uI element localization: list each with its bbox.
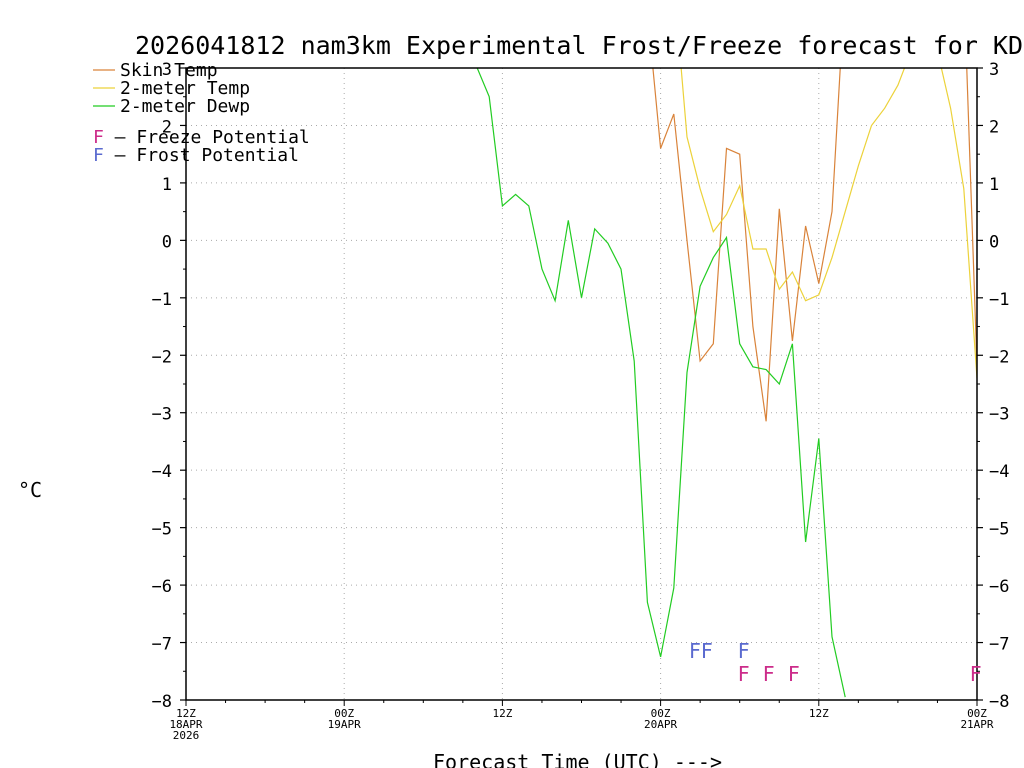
freeze-flag: F	[738, 662, 750, 686]
x-tick-label: 19APR	[328, 718, 361, 731]
legend-note: F – Freeze Potential	[93, 127, 310, 148]
plot-area	[476, 68, 977, 698]
plot-frame	[185, 67, 978, 701]
x-axis-label: Forecast Time (UTC) --->	[433, 750, 722, 768]
y-tick-label-left: 2	[162, 117, 172, 137]
frost-flag: F	[689, 639, 701, 663]
x-tick-label: 00Z	[334, 707, 354, 720]
y-tick-label-right: −5	[989, 520, 1009, 540]
y-tick-label-right: −8	[989, 692, 1009, 712]
y-tick-label-left: −8	[152, 692, 172, 712]
y-tick-label-left: 1	[162, 175, 172, 195]
y-tick-label-left: −6	[152, 577, 172, 597]
y-tick-label-left: 0	[162, 232, 172, 252]
frost-flag: F	[701, 639, 713, 663]
freeze-flag: F	[788, 662, 800, 686]
series-line-3	[476, 68, 846, 698]
y-tick-label-left: −1	[152, 290, 172, 310]
x-tick-label: 20APR	[644, 718, 677, 731]
x-tick-label: 2026	[173, 729, 200, 742]
series-line-0	[652, 68, 841, 422]
y-tick-label-left: −3	[152, 405, 172, 425]
x-tick-label: 00Z	[967, 707, 987, 720]
y-tick-label-right: 1	[989, 175, 999, 195]
x-tick-label: 18APR	[169, 718, 202, 731]
frost-freeze-flags: F F FF F F F	[689, 639, 982, 686]
y-tick-label-right: 0	[989, 232, 999, 252]
legend-label: Skin Temp	[120, 60, 218, 81]
series-line-1	[966, 68, 977, 367]
y-tick-label-left: −2	[152, 347, 172, 367]
y-tick-label-right: −3	[989, 405, 1009, 425]
y-tick-label-right: 3	[989, 60, 999, 80]
frost-flag: F	[738, 639, 750, 663]
freeze-flag: F	[970, 662, 982, 686]
y-tick-label-left: −5	[152, 520, 172, 540]
y-tick-label-right: 2	[989, 117, 999, 137]
chart-title: 2026041812 nam3km Experimental Frost/Fre…	[135, 31, 1024, 60]
x-tick-label: 12Z	[809, 707, 829, 720]
x-tick-label: 12Z	[176, 707, 196, 720]
legend-label: 2-meter Temp	[120, 78, 250, 99]
legend-note: F – Frost Potential	[93, 145, 299, 166]
grid	[186, 68, 977, 700]
y-tick-label-right: −6	[989, 577, 1009, 597]
y-tick-label-right: −7	[989, 635, 1009, 655]
axes: −8 −8 −7 −7 −6 −6 −5 −5 −4 −4 −3 −3 −2 −2 −1 −1 0 0 1 1 2 2 3 3…	[152, 60, 1010, 742]
y-tick-label-right: −2	[989, 347, 1009, 367]
x-tick-label: 21APR	[960, 718, 993, 731]
legend-label: 2-meter Dewp	[120, 96, 250, 117]
freeze-flag: F	[763, 662, 775, 686]
y-tick-label-left: 3	[162, 60, 172, 80]
y-tick-label-left: −4	[152, 462, 172, 482]
x-tick-label: 00Z	[651, 707, 671, 720]
y-axis-label: °C	[18, 478, 42, 502]
y-tick-label-right: −4	[989, 462, 1009, 482]
y-tick-label-left: −7	[152, 635, 172, 655]
y-tick-label-right: −1	[989, 290, 1009, 310]
x-tick-label: 12Z	[492, 707, 512, 720]
series-line-2	[680, 68, 977, 379]
